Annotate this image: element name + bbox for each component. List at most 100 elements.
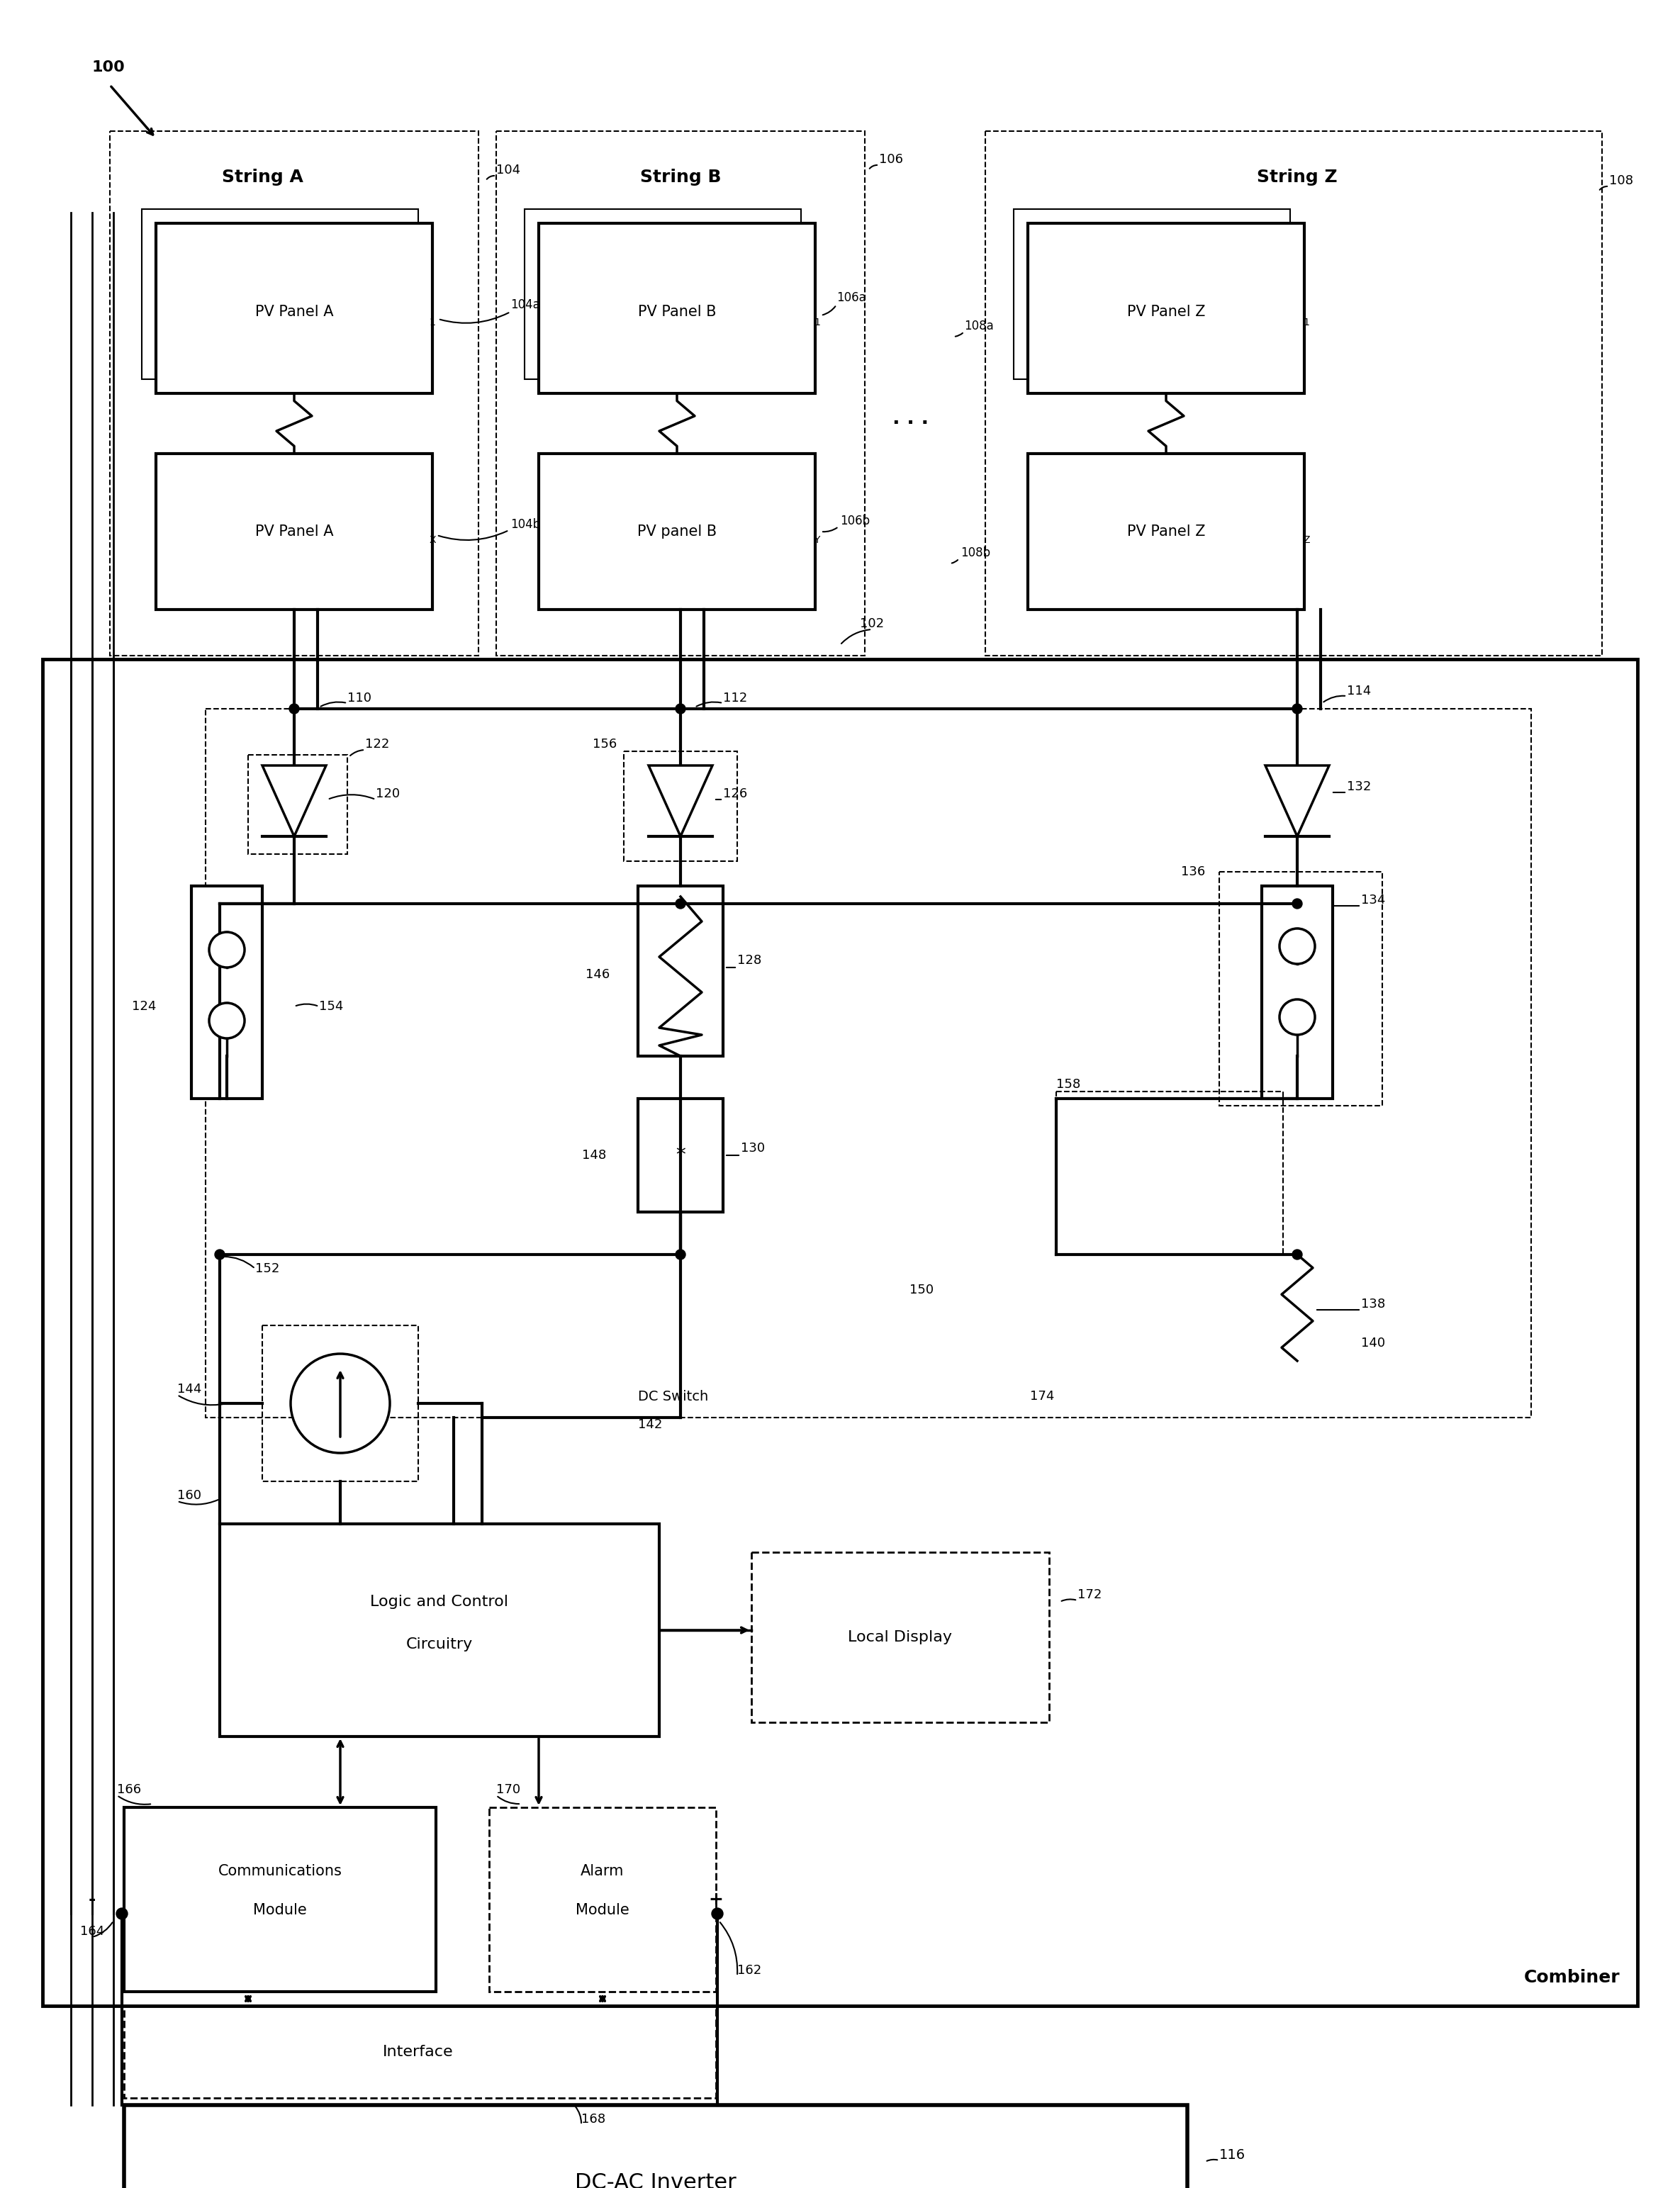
Text: 116: 116 bbox=[1220, 2149, 1245, 2162]
Circle shape bbox=[675, 1249, 685, 1260]
Text: 1: 1 bbox=[428, 317, 435, 328]
Text: 162: 162 bbox=[738, 1965, 761, 1976]
Circle shape bbox=[291, 1354, 390, 1453]
Circle shape bbox=[1292, 705, 1302, 713]
Text: Y: Y bbox=[813, 536, 820, 545]
Circle shape bbox=[1280, 1000, 1315, 1035]
Text: X: X bbox=[430, 536, 437, 545]
Circle shape bbox=[712, 1908, 722, 1919]
Bar bbox=[539, 223, 815, 394]
Circle shape bbox=[208, 1002, 245, 1039]
Bar bbox=[124, 2006, 716, 2098]
Circle shape bbox=[675, 705, 685, 713]
Text: 108b: 108b bbox=[961, 547, 991, 560]
Text: 106: 106 bbox=[879, 153, 904, 166]
Circle shape bbox=[208, 932, 245, 967]
Circle shape bbox=[1292, 1249, 1302, 1260]
Text: DC Switch: DC Switch bbox=[638, 1389, 709, 1403]
Text: 1: 1 bbox=[813, 317, 820, 328]
Text: 130: 130 bbox=[741, 1142, 764, 1155]
Text: 160: 160 bbox=[176, 1490, 202, 1501]
Text: . . .: . . . bbox=[892, 409, 929, 429]
Text: PV Panel Z: PV Panel Z bbox=[1127, 304, 1205, 319]
Text: PV Panel Z: PV Panel Z bbox=[1127, 525, 1205, 538]
Text: Module: Module bbox=[576, 1904, 630, 1917]
Text: 106a: 106a bbox=[837, 291, 867, 304]
Text: 142: 142 bbox=[638, 1418, 662, 1431]
Bar bbox=[156, 453, 432, 610]
Text: 134: 134 bbox=[1361, 893, 1386, 906]
Text: Alarm: Alarm bbox=[581, 1864, 625, 1877]
Text: 104: 104 bbox=[496, 164, 521, 177]
Text: 146: 146 bbox=[585, 969, 610, 980]
Text: 174: 174 bbox=[1030, 1389, 1055, 1403]
Bar bbox=[1028, 223, 1304, 394]
Bar bbox=[262, 1326, 418, 1481]
Text: 126: 126 bbox=[722, 788, 748, 801]
Polygon shape bbox=[1265, 766, 1329, 836]
Circle shape bbox=[215, 1249, 225, 1260]
Text: 140: 140 bbox=[1361, 1337, 1386, 1350]
Bar bbox=[109, 131, 479, 656]
Text: Communications: Communications bbox=[218, 1864, 343, 1877]
Bar bbox=[984, 131, 1603, 656]
Circle shape bbox=[116, 1908, 128, 1919]
Text: Z: Z bbox=[1304, 536, 1310, 545]
Text: 148: 148 bbox=[581, 1149, 606, 1162]
Text: 124: 124 bbox=[131, 1000, 156, 1013]
Bar bbox=[1028, 453, 1304, 610]
Text: Interface: Interface bbox=[383, 2046, 454, 2059]
Text: *: * bbox=[675, 1144, 685, 1166]
Text: -: - bbox=[89, 1890, 96, 1908]
Text: 144: 144 bbox=[176, 1383, 202, 1396]
Bar bbox=[42, 659, 1638, 2006]
Bar bbox=[623, 750, 738, 862]
Text: String Z: String Z bbox=[1257, 168, 1337, 186]
Bar bbox=[1262, 886, 1332, 1098]
Text: 158: 158 bbox=[1057, 1079, 1080, 1092]
Circle shape bbox=[1292, 899, 1302, 908]
Bar bbox=[156, 223, 432, 394]
Circle shape bbox=[675, 899, 685, 908]
Text: Module: Module bbox=[254, 1904, 307, 1917]
Text: 122: 122 bbox=[365, 737, 390, 750]
Bar bbox=[1013, 210, 1290, 379]
Polygon shape bbox=[262, 766, 326, 836]
Text: 104a: 104a bbox=[511, 298, 539, 311]
Text: 156: 156 bbox=[593, 737, 617, 750]
Text: 106b: 106b bbox=[840, 514, 870, 527]
Text: 1: 1 bbox=[1304, 317, 1309, 328]
Text: String A: String A bbox=[222, 168, 302, 186]
Bar bbox=[205, 709, 1530, 1418]
Text: 108: 108 bbox=[1609, 175, 1633, 188]
Bar bbox=[489, 1807, 716, 1991]
Bar bbox=[638, 1098, 722, 1212]
Text: PV panel B: PV panel B bbox=[637, 525, 717, 538]
Bar bbox=[124, 2105, 1188, 2188]
Polygon shape bbox=[648, 766, 712, 836]
Text: 150: 150 bbox=[909, 1284, 934, 1295]
Text: PV Panel A: PV Panel A bbox=[255, 525, 333, 538]
Text: String B: String B bbox=[640, 168, 721, 186]
Text: 112: 112 bbox=[722, 691, 748, 705]
Text: 154: 154 bbox=[319, 1000, 343, 1013]
Circle shape bbox=[289, 705, 299, 713]
Text: 166: 166 bbox=[118, 1783, 141, 1796]
Bar bbox=[496, 131, 865, 656]
Bar bbox=[141, 210, 418, 379]
Text: 168: 168 bbox=[581, 2114, 605, 2125]
Bar bbox=[539, 453, 815, 610]
Text: 102: 102 bbox=[860, 617, 884, 630]
Text: 172: 172 bbox=[1077, 1588, 1102, 1602]
Text: 138: 138 bbox=[1361, 1297, 1386, 1311]
Text: Combiner: Combiner bbox=[1524, 1969, 1620, 1987]
Text: 136: 136 bbox=[1181, 866, 1205, 877]
Circle shape bbox=[1280, 928, 1315, 965]
Text: 152: 152 bbox=[255, 1262, 279, 1276]
Text: Circuitry: Circuitry bbox=[407, 1637, 472, 1652]
Text: 170: 170 bbox=[496, 1783, 521, 1796]
Bar bbox=[638, 886, 722, 1057]
Text: DC-AC Inverter: DC-AC Inverter bbox=[575, 2173, 736, 2188]
Text: 104b: 104b bbox=[511, 519, 541, 532]
Text: PV Panel A: PV Panel A bbox=[255, 304, 333, 319]
